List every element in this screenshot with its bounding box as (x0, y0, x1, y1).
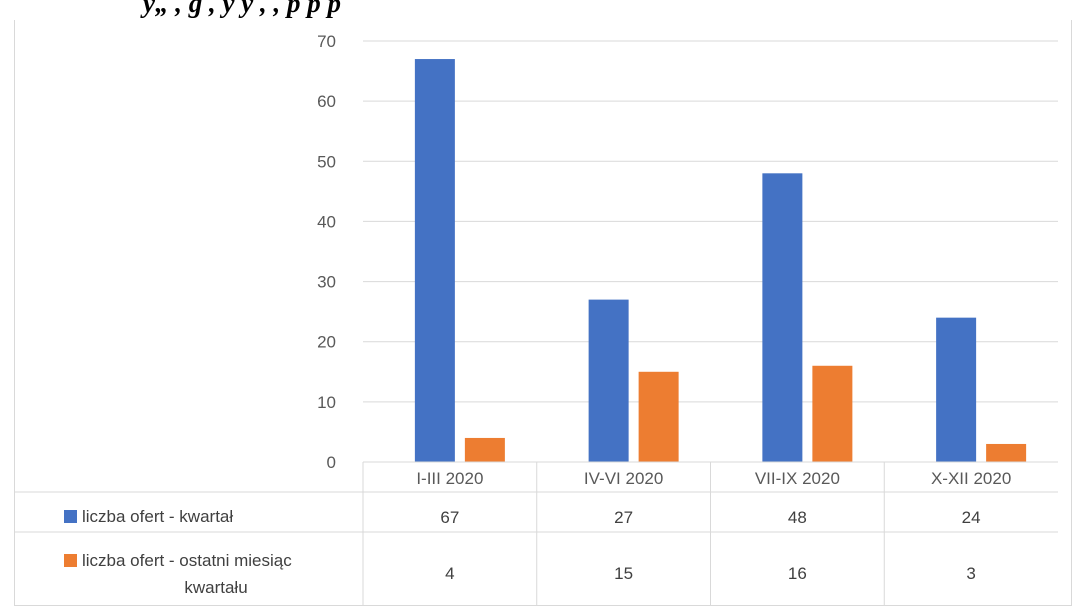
y-tick-label: 0 (327, 453, 336, 472)
y-tick-label: 30 (317, 273, 336, 292)
table-value: 15 (614, 564, 633, 583)
bar (464, 437, 505, 462)
y-tick-label: 70 (317, 32, 336, 51)
table-value: 24 (962, 508, 981, 527)
legend-key (64, 554, 77, 567)
table-value: 4 (445, 564, 454, 583)
table-value: 16 (788, 564, 807, 583)
y-tick-label: 40 (317, 212, 336, 231)
cropped-header-text: y„ , g , y y , , p p p (0, 0, 1073, 24)
y-tick-label: 20 (317, 333, 336, 352)
legend-label: liczba ofert - kwartał (82, 507, 233, 526)
table-value: 3 (966, 564, 975, 583)
bar (588, 299, 629, 462)
bar (936, 317, 977, 462)
chart-frame (14, 20, 1072, 606)
bar (414, 59, 455, 463)
bar (762, 173, 803, 463)
y-tick-label: 50 (317, 152, 336, 171)
x-category-label: X-XII 2020 (931, 469, 1011, 488)
legend-key (64, 510, 77, 523)
table-value: 67 (440, 508, 459, 527)
table-value: 27 (614, 508, 633, 527)
x-category-label: I-III 2020 (416, 469, 483, 488)
legend-label-continuation: kwartału (184, 578, 247, 597)
header-fragment: y„ , g , y y , , p p p (143, 0, 341, 18)
bar (638, 371, 679, 462)
bar (986, 443, 1027, 462)
y-tick-label: 10 (317, 393, 336, 412)
bar (812, 365, 853, 462)
y-tick-label: 60 (317, 92, 336, 111)
table-value: 48 (788, 508, 807, 527)
x-category-label: VII-IX 2020 (755, 469, 840, 488)
x-category-label: IV-VI 2020 (584, 469, 663, 488)
legend-label: liczba ofert - ostatni miesiąc (82, 551, 292, 570)
